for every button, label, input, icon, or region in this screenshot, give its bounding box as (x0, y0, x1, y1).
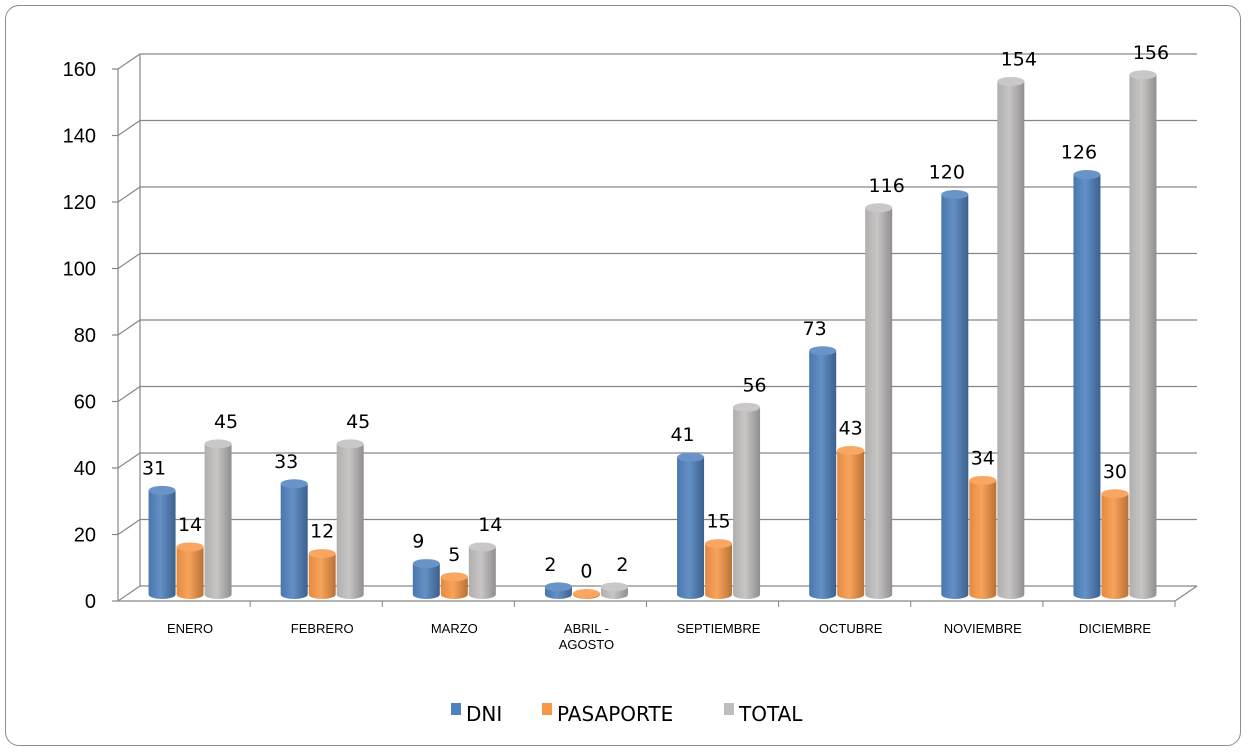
legend-item-pasaporte: PASAPORTE (542, 702, 673, 726)
data-label: 34 (971, 447, 995, 469)
bar-dni-3 (412, 559, 440, 599)
y-tick-label: 40 (74, 458, 96, 480)
bar-pasaporte-4 (572, 589, 600, 599)
x-category-label: MARZO (431, 621, 478, 636)
x-category-label: FEBRERO (291, 621, 354, 636)
bar-total-8 (1129, 70, 1157, 600)
y-tick-label: 160 (63, 59, 96, 81)
data-labels: 31 14 45 33 12 45 9 5 14 2 0 2 41 15 56 73 43 116 120 34 154… (142, 42, 1169, 583)
gridline-side (117, 386, 141, 402)
data-label: 15 (706, 511, 730, 533)
bar-dni-8 (1073, 170, 1101, 600)
bars (148, 70, 1157, 600)
bar-total-6 (865, 203, 893, 600)
y-tick-label: 80 (74, 325, 96, 347)
bar-dni-2 (280, 479, 308, 599)
legend-swatch (542, 703, 552, 715)
x-category-label: ENERO (167, 621, 213, 636)
data-label: 45 (346, 411, 370, 433)
data-label: 31 (142, 457, 166, 479)
legend-item-total: TOTAL (724, 702, 803, 726)
bar-pasaporte-7 (969, 475, 997, 599)
data-label: 154 (1001, 48, 1037, 70)
gridline-side (117, 186, 141, 203)
bar-dni-1 (148, 485, 176, 599)
data-label: 33 (274, 451, 298, 473)
legend-label: PASAPORTE (557, 702, 673, 726)
chart-frame (5, 5, 1241, 746)
gridlines (112, 53, 1197, 602)
bar-pasaporte-5 (705, 539, 733, 599)
bar-total-1 (204, 439, 232, 599)
data-label: 43 (839, 418, 863, 440)
x-category-label: OCTUBRE (819, 621, 883, 636)
x-axis-categories: ENERO FEBRERO MARZO ABRIL -AGOSTO SEPTIEMBRE… (167, 601, 1176, 652)
legend-label: TOTAL (738, 702, 803, 726)
gridline-side (117, 585, 141, 602)
gridline-side (117, 452, 141, 469)
y-tick-label: 0 (85, 591, 96, 613)
data-label: 126 (1061, 142, 1097, 164)
bar-dni-6 (809, 346, 837, 599)
x-category-label: NOVIEMBRE (944, 621, 1022, 636)
legend-swatch (724, 703, 734, 715)
data-label: 5 (448, 544, 460, 566)
x-category-label: DICIEMBRE (1079, 621, 1152, 636)
bar-pasaporte-6 (837, 446, 865, 599)
floor-side-edge (1174, 585, 1198, 602)
y-tick-label: 100 (63, 259, 96, 281)
bar-dni-4 (544, 582, 572, 599)
y-tick-label: 60 (74, 392, 96, 414)
data-label: 73 (803, 318, 827, 340)
y-tick-label: 140 (63, 126, 96, 148)
bar-dni-5 (677, 452, 705, 599)
gridline-side (117, 319, 141, 336)
bar-total-7 (997, 76, 1025, 599)
data-label: 12 (310, 521, 334, 543)
bar-pasaporte-3 (440, 572, 468, 599)
y-axis-ticks: 0 20 40 60 80 100 120 140 160 (63, 59, 96, 613)
data-label: 14 (478, 514, 502, 536)
x-category-label: ABRIL -AGOSTO (559, 621, 614, 652)
data-label: 2 (616, 554, 628, 576)
data-label: 41 (670, 424, 694, 446)
data-label: 45 (214, 411, 238, 433)
bar-total-4 (600, 582, 628, 599)
y-tick-label: 20 (74, 525, 96, 547)
data-label: 156 (1133, 42, 1169, 64)
data-label: 0 (580, 561, 592, 583)
bar-total-3 (468, 542, 496, 599)
bar-total-5 (733, 402, 761, 599)
gridline-side (117, 253, 141, 269)
bar-pasaporte-1 (176, 542, 204, 599)
gridline-side (117, 519, 141, 535)
bar-dni-7 (941, 190, 969, 599)
data-label: 2 (544, 554, 556, 576)
data-label: 30 (1103, 461, 1127, 483)
x-category-label: SEPTIEMBRE (677, 621, 761, 636)
legend: DNI PASAPORTE TOTAL (451, 702, 803, 726)
data-label: 120 (929, 162, 965, 184)
legend-swatch (451, 703, 461, 715)
bar-pasaporte-2 (308, 549, 336, 599)
data-label: 14 (178, 514, 202, 536)
bar-pasaporte-8 (1101, 489, 1129, 599)
y-tick-label: 120 (63, 192, 96, 214)
legend-label: DNI (466, 702, 502, 726)
data-label: 116 (869, 175, 905, 197)
data-label: 9 (412, 531, 424, 553)
gridline-side (117, 120, 141, 136)
bar-total-2 (336, 439, 364, 599)
gridline-side (117, 53, 141, 70)
legend-item-dni: DNI (451, 702, 502, 726)
data-label: 56 (742, 374, 766, 396)
